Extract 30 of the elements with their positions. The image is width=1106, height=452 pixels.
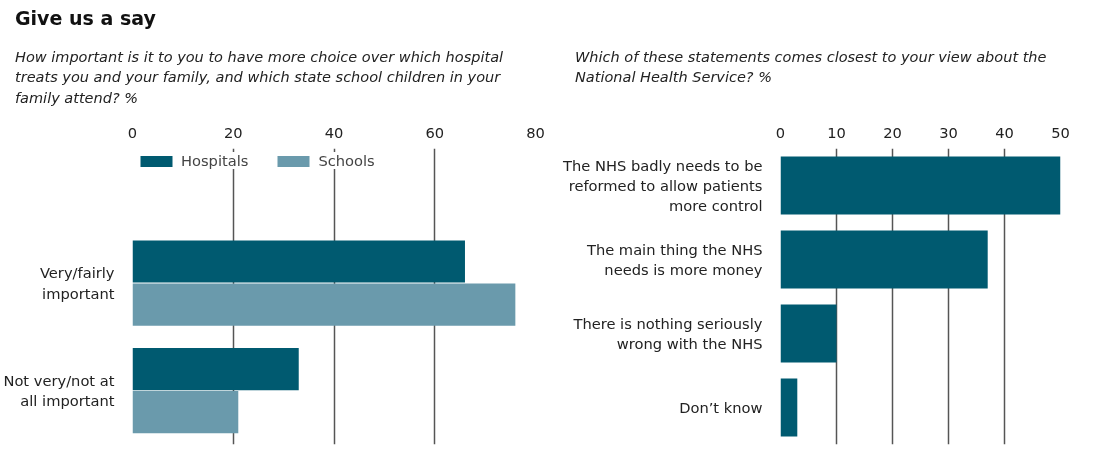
bar (780, 378, 798, 437)
x-tick-label: 60 (425, 123, 445, 141)
x-tick-label: 40 (995, 123, 1014, 141)
y-tick-label: Very/fairly important (39, 264, 115, 302)
legend-label: Hospitals (181, 152, 249, 169)
x-tick-label: 40 (324, 123, 344, 141)
bar (132, 240, 465, 283)
y-tick-label: Don’t know (679, 399, 763, 416)
x-tick-label: 20 (883, 123, 902, 141)
bar (132, 391, 239, 434)
bar (780, 230, 988, 289)
x-tick-label: 30 (939, 123, 958, 141)
bar (132, 348, 299, 391)
bar (780, 304, 837, 363)
y-tick-label: The NHS badly needs to be reformed to allow patients more control (562, 156, 763, 215)
x-tick-label: 50 (1051, 123, 1070, 141)
x-tick-label: 0 (127, 123, 138, 141)
bar (132, 283, 516, 326)
chart-subtitle: Which of these statements comes closest to your view about the National Health Service? % (575, 49, 1047, 86)
x-tick-label: 80 (526, 123, 545, 141)
chart-title: Give us a say (15, 7, 156, 29)
y-tick-label: There is nothing seriously wrong with the NHS (572, 314, 763, 353)
x-tick-label: 0 (775, 123, 786, 141)
y-tick-label: Not very/not at all important (3, 371, 115, 410)
chart-subtitle: How important is it to you to have more choice over which hospital treats you and your family, and which state school children in your family attend? % (15, 49, 504, 106)
legend-label: Schools (318, 152, 375, 169)
bar (780, 156, 1061, 215)
x-tick-label: 20 (223, 123, 243, 141)
y-tick-label: The main thing the NHS needs is more money (585, 240, 763, 279)
x-tick-label: 10 (827, 123, 846, 141)
